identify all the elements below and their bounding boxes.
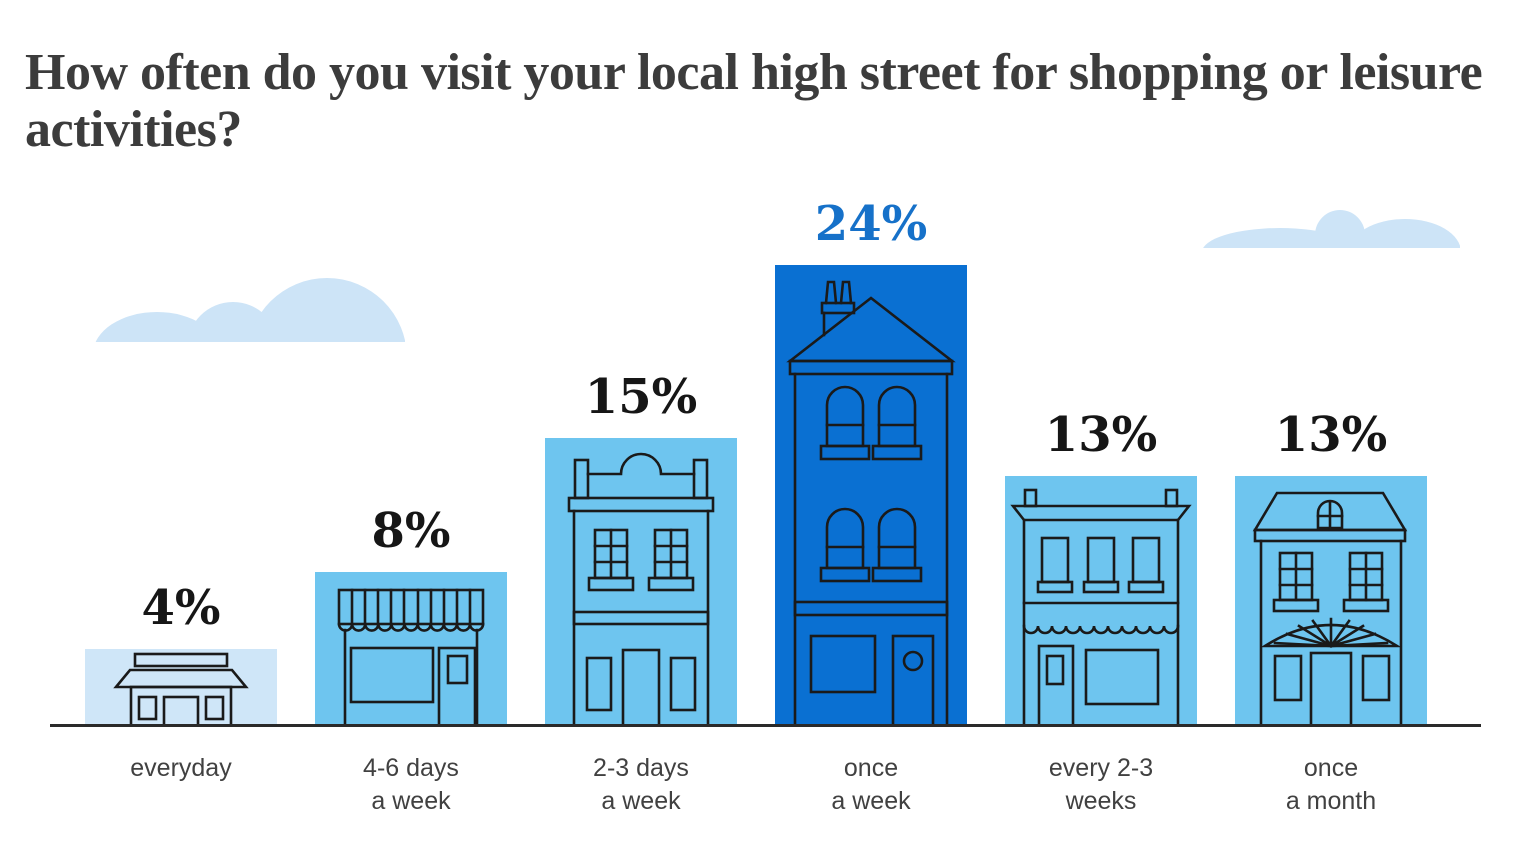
bar-once-a-month [1235,476,1427,726]
category-label-line: once [1303,754,1359,782]
category-label-line: a month [1285,787,1377,815]
category-label-line: a week [371,787,451,815]
value-label-4-6-days-a-week: 8% [371,503,451,559]
category-label-line: every 2-3 [1048,754,1154,782]
value-label-2-3-days-a-week: 15% [584,369,698,425]
value-label-every-2-3-weeks: 13% [1044,407,1158,463]
chart-title: How often do you visit your local high s… [25,44,1483,159]
category-label-every-2-3-weeks: every 2-3 weeks [975,752,1227,818]
value-label-everyday: 4% [141,580,221,636]
category-label-line: a week [831,787,911,815]
building-mansard-house-icon [1252,491,1408,726]
category-label-line: 4-6 days [363,754,459,782]
building-cornice-shop-icon [1010,488,1192,726]
building-awning-shop-icon [337,588,485,726]
building-victorian-shop-icon [567,452,715,726]
category-label-line: a week [601,787,681,815]
building-kiosk-icon [113,652,249,726]
value-label-once-a-week: 24% [814,196,928,252]
category-label-2-3-days-a-week: 2-3 days a week [515,752,767,818]
category-label-line: weeks [1065,787,1137,815]
bar-once-a-week [775,265,967,726]
category-label-line: 2-3 days [593,754,689,782]
category-label-once-a-week: once a week [745,752,997,818]
bar-2-3-days-a-week [545,438,737,726]
category-label-everyday: everyday [55,752,307,785]
value-label-once-a-month: 13% [1274,407,1388,463]
cloud-icon [95,278,405,342]
cloud-icon [1203,210,1460,248]
bar-everyday [85,649,277,726]
category-label-line: everyday [130,754,232,782]
bar-every-2-3-weeks [1005,476,1197,726]
building-townhouse-icon [786,280,956,726]
baseline-axis [50,724,1481,727]
bar-4-6-days-a-week [315,572,507,726]
category-label-once-a-month: once a month [1205,752,1457,818]
category-label-line: once [843,754,899,782]
category-label-4-6-days-a-week: 4-6 days a week [285,752,537,818]
